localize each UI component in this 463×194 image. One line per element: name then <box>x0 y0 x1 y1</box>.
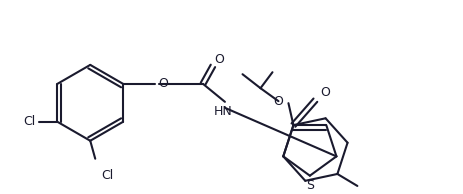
Text: O: O <box>320 86 330 99</box>
Text: O: O <box>158 77 168 90</box>
Text: HN: HN <box>213 105 232 118</box>
Text: Cl: Cl <box>23 115 36 128</box>
Text: O: O <box>213 53 223 66</box>
Text: Cl: Cl <box>101 169 113 182</box>
Text: O: O <box>273 95 283 108</box>
Text: S: S <box>305 179 313 192</box>
